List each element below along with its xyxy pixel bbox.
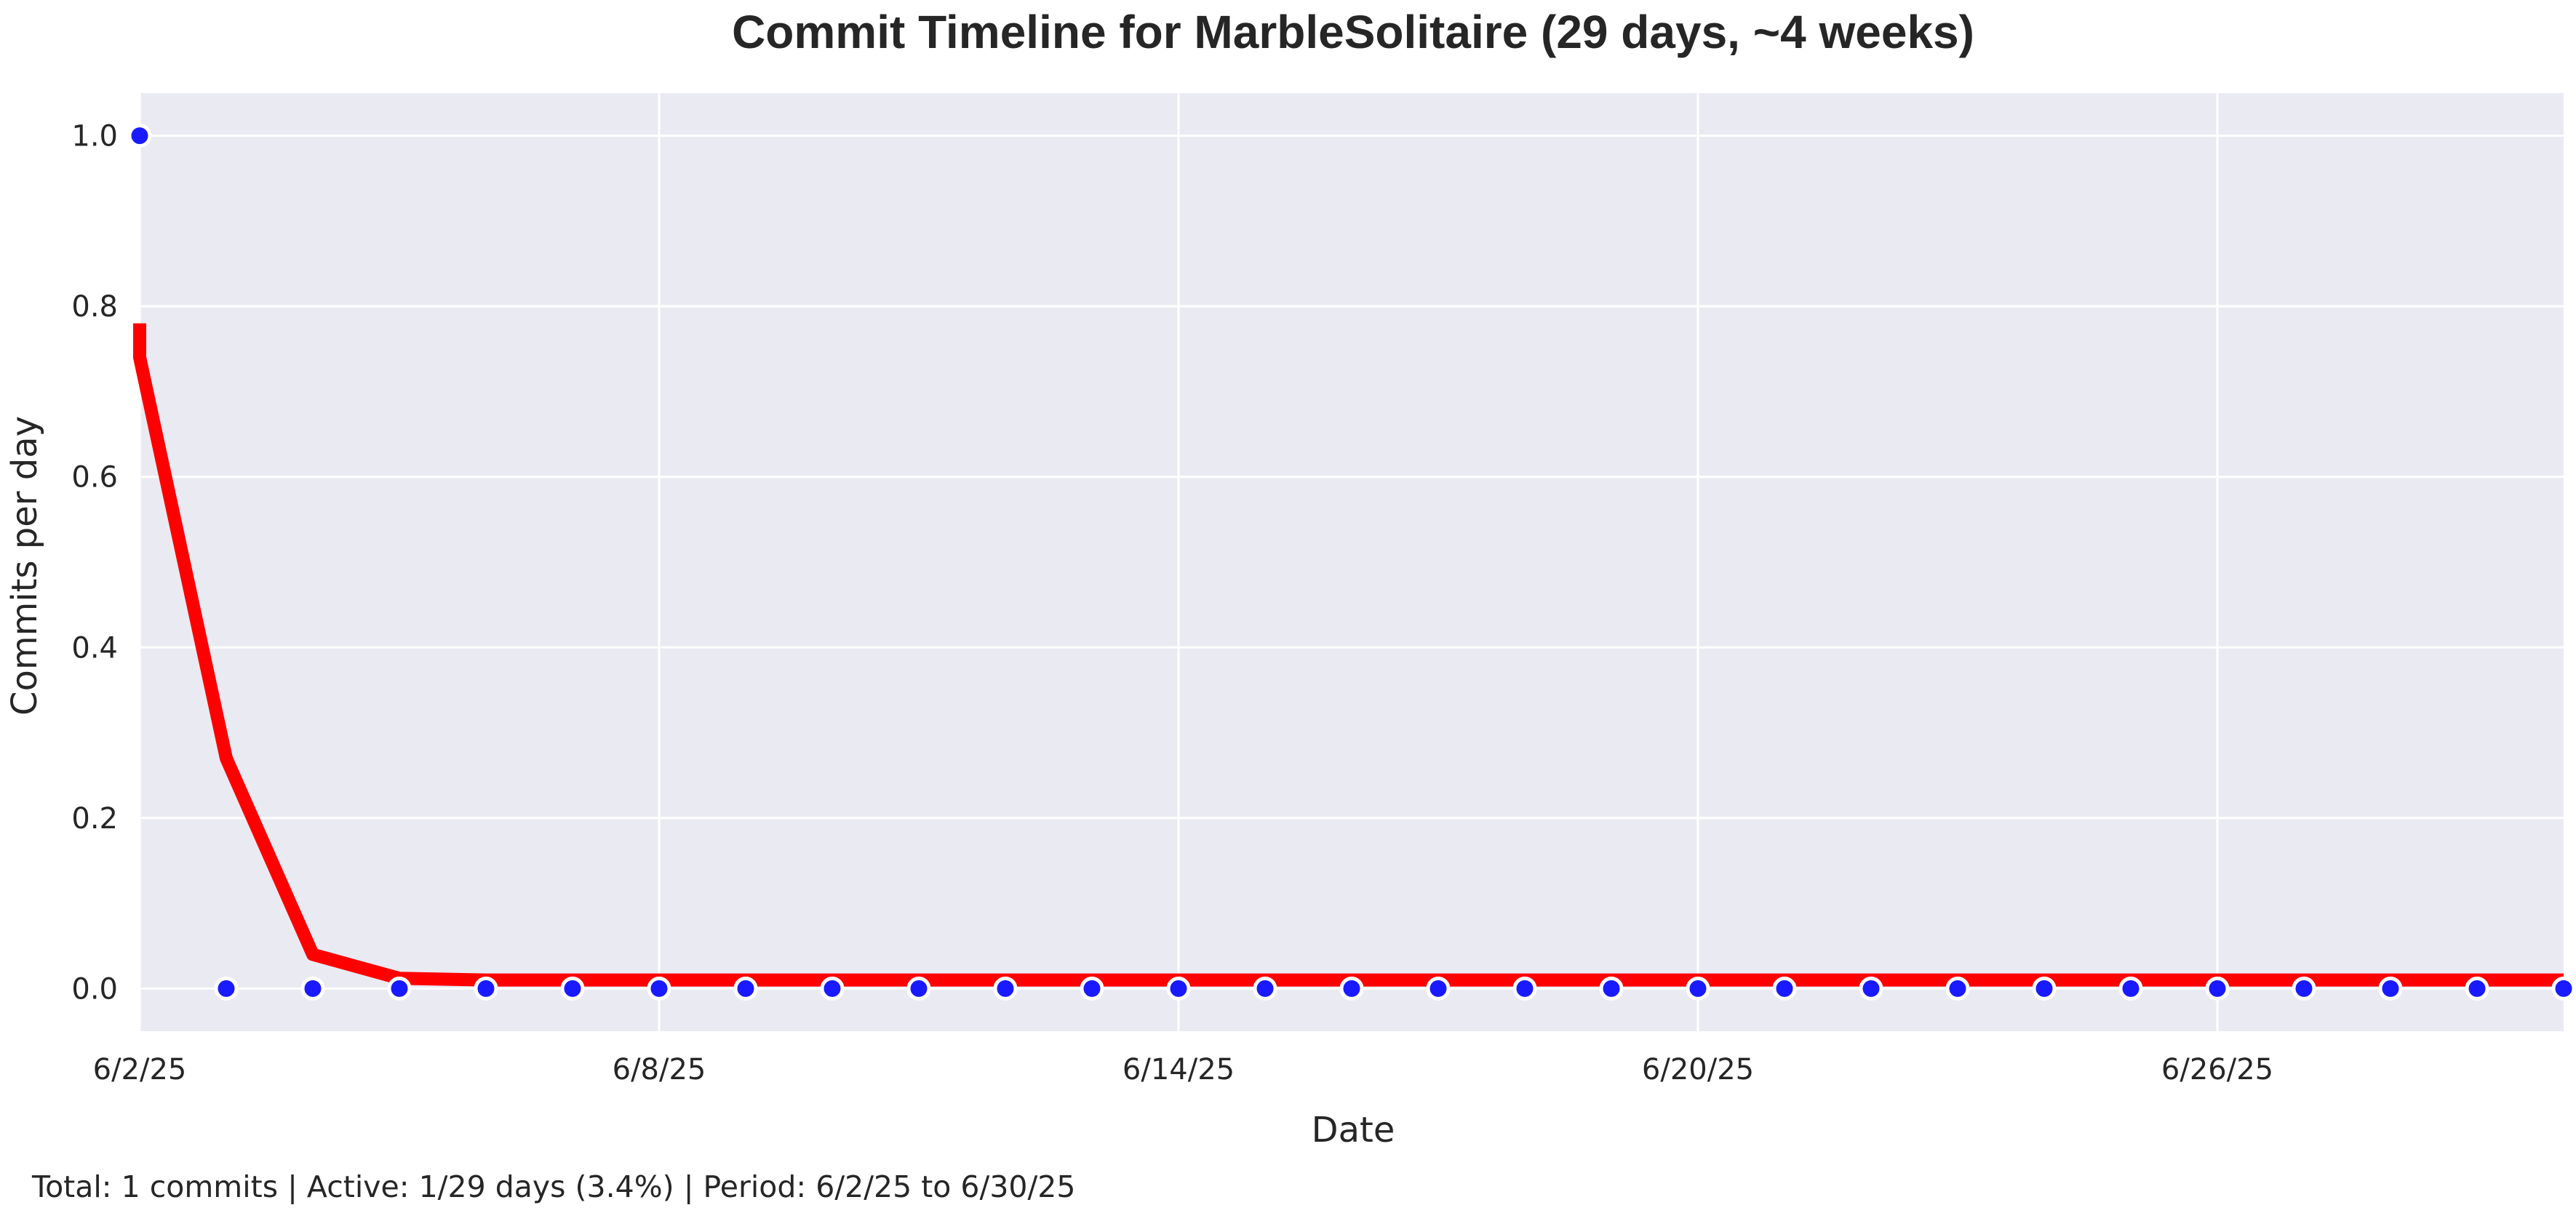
x-axis-label: Date	[1312, 1110, 1395, 1150]
daily-commit-point	[387, 976, 412, 1001]
y-tick-label: 0.0	[71, 972, 118, 1006]
daily-commit-point	[820, 976, 845, 1001]
y-tick-label: 1.0	[71, 120, 118, 153]
daily-commit-point	[1945, 976, 1970, 1001]
y-tick-label: 0.2	[71, 802, 118, 836]
daily-commit-point	[474, 976, 498, 1001]
daily-commit-point	[647, 976, 671, 1001]
daily-commit-point	[1426, 976, 1451, 1001]
x-tick-label: 6/14/25	[1122, 1053, 1235, 1086]
daily-commit-point	[1859, 976, 1883, 1001]
daily-commit-point	[993, 976, 1018, 1001]
y-axis-ticks: 0.0 0.2 0.4 0.6 0.8 1.0	[71, 120, 118, 1006]
daily-commit-point	[2118, 976, 2143, 1001]
summary-footer: Total: 1 commits | Active: 1/29 days (3.…	[31, 1169, 1075, 1204]
daily-commit-point	[560, 976, 585, 1001]
daily-commit-point	[2032, 976, 2057, 1001]
daily-commit-point	[1253, 976, 1277, 1001]
daily-commit-point	[2378, 976, 2403, 1001]
daily-commit-point	[1512, 976, 1537, 1001]
daily-commit-point	[127, 124, 152, 148]
series-layer	[127, 124, 2576, 1001]
chart-title: Commit Timeline for MarbleSolitaire (29 …	[732, 6, 1974, 58]
y-axis-label: Commits per day	[4, 416, 45, 716]
y-tick-label: 0.8	[71, 290, 118, 324]
x-tick-label: 6/2/25	[93, 1053, 187, 1086]
x-tick-label: 6/26/25	[2161, 1053, 2273, 1086]
grid-lines	[138, 93, 2564, 1031]
daily-commit-point	[300, 976, 325, 1001]
daily-commit-point	[2205, 976, 2230, 1001]
smoothed-trend-line	[133, 323, 2564, 987]
daily-commit-point	[733, 976, 758, 1001]
daily-commit-point	[1080, 976, 1104, 1001]
daily-commit-point	[1772, 976, 1797, 1001]
daily-commit-point	[1686, 976, 1710, 1001]
daily-commit-point	[906, 976, 931, 1001]
daily-commit-point	[1166, 976, 1191, 1001]
daily-commit-point	[1339, 976, 1364, 1001]
x-tick-label: 6/8/25	[613, 1053, 706, 1086]
y-tick-label: 0.6	[71, 461, 118, 495]
plot-area	[140, 93, 2564, 1031]
daily-commit-point	[2292, 976, 2316, 1001]
y-tick-label: 0.4	[71, 631, 118, 665]
daily-commit-point	[2465, 976, 2489, 1001]
daily-commit-point	[1599, 976, 1624, 1001]
daily-commit-point	[214, 976, 239, 1001]
x-axis-ticks: 6/2/25 6/8/25 6/14/25 6/20/25 6/26/25	[93, 1053, 2273, 1086]
x-tick-label: 6/20/25	[1642, 1053, 1754, 1086]
daily-commit-point	[2551, 976, 2576, 1001]
